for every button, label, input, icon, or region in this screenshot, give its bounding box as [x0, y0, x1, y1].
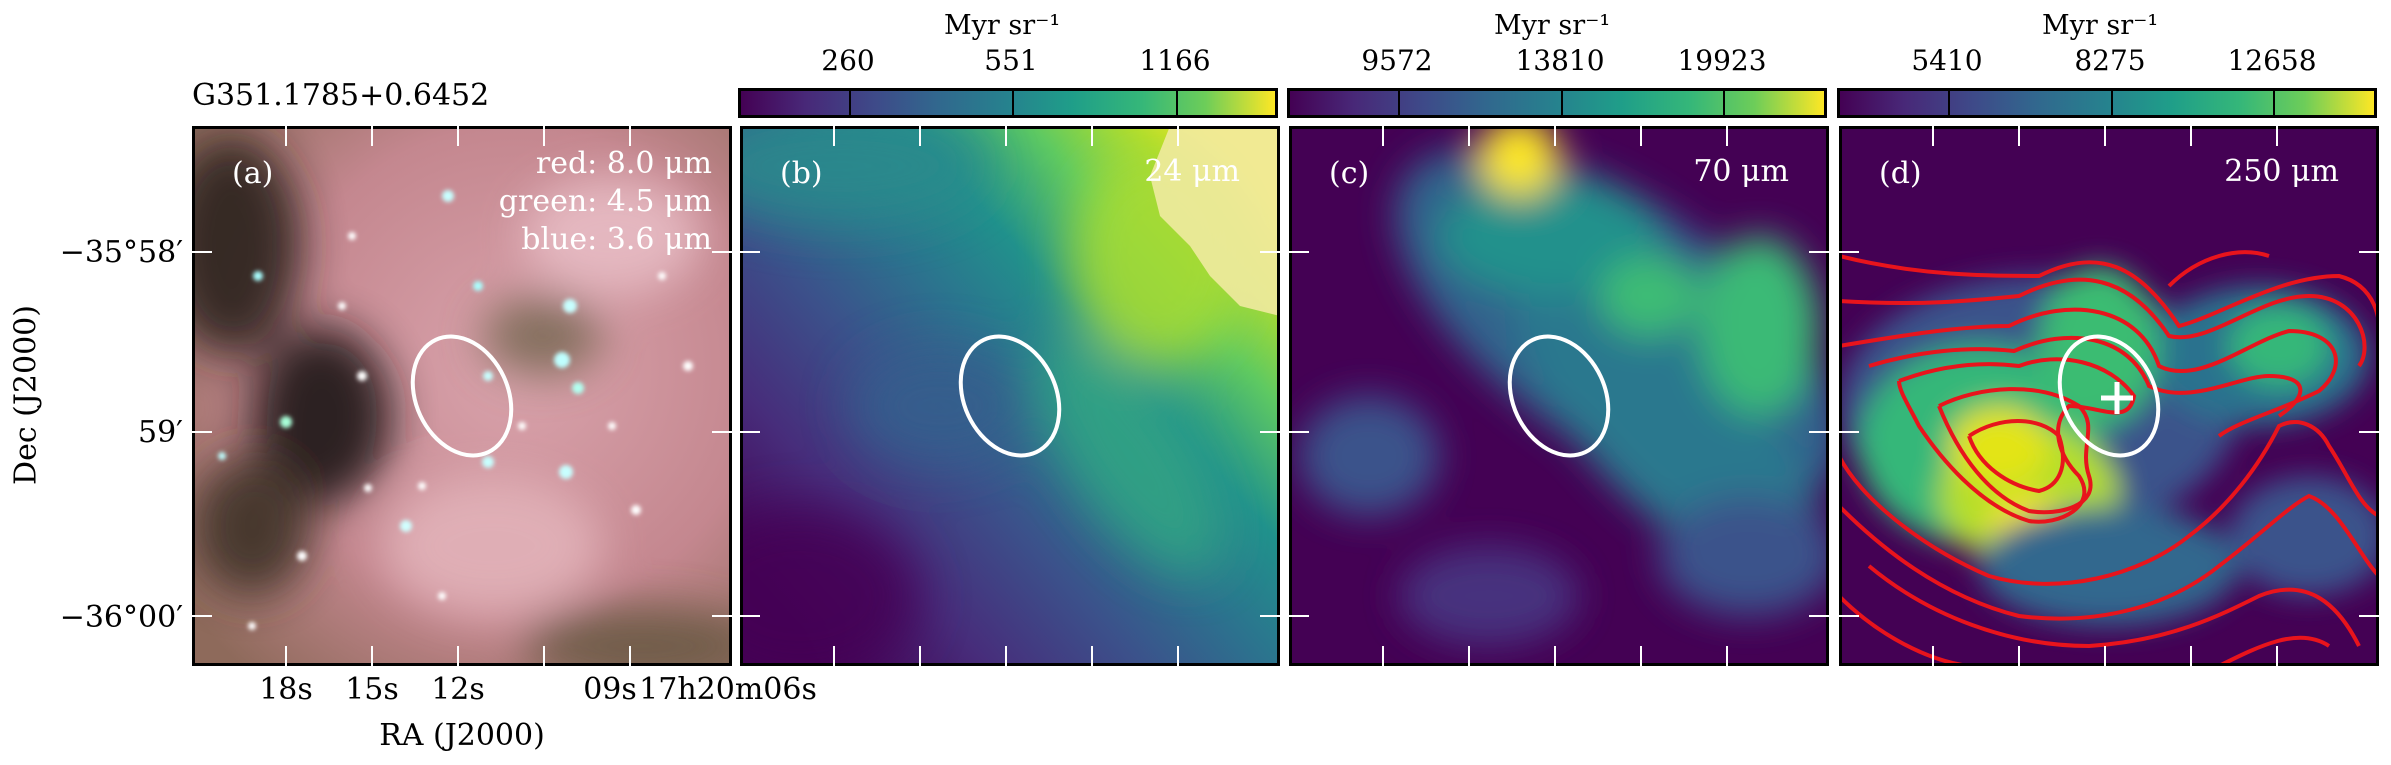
y-axis-label: Dec (J2000): [8, 305, 44, 485]
panel-b-canvas: [740, 126, 1280, 666]
panel-a-label: (a): [232, 156, 274, 191]
colorbar-b: [738, 88, 1278, 118]
panel-d-250um-image: (d) 250 μm: [1839, 126, 2379, 666]
panel-a-band-blue: blue: 3.6 μm: [521, 222, 712, 257]
panel-b-wavelength: 24 μm: [1144, 154, 1240, 189]
panel-b-ellipse: [958, 334, 1062, 458]
panel-b-24um-image: (b) 24 μm: [740, 126, 1280, 666]
panel-b-label: (b): [780, 156, 823, 191]
panel-d-canvas: [1839, 126, 2379, 666]
panel-c-wavelength: 70 μm: [1693, 154, 1789, 189]
colorbar-b-tick-3: 1166: [1139, 44, 1211, 77]
x-axis-label: RA (J2000): [379, 718, 545, 753]
x-tick-4: 09s: [583, 672, 637, 707]
colorbar-c: [1287, 88, 1827, 118]
colorbar-c-tick-3: 19923: [1677, 44, 1767, 77]
panel-d-label: (d): [1879, 156, 1922, 191]
colorbar-d-unit: Myr sr⁻¹: [2042, 10, 2159, 41]
y-tick-3: −36°00′: [59, 600, 183, 635]
panel-c-label: (c): [1329, 156, 1370, 191]
panel-a-ellipse: [410, 334, 514, 458]
x-tick-1: 18s: [259, 672, 313, 707]
panel-a-rgb-image: (a) red: 8.0 μm green: 4.5 μm blue: 3.6 …: [192, 126, 732, 666]
colorbar-c-tick-1: 9572: [1361, 44, 1433, 77]
panel-c-canvas: [1289, 126, 1829, 666]
panel-a-band-green: green: 4.5 μm: [498, 184, 712, 219]
y-tick-1: −35°58′: [59, 235, 183, 270]
panel-d-ellipse: [2057, 334, 2161, 458]
x-tick-5: 17h20m06s: [639, 672, 817, 707]
panel-c-70um-image: (c) 70 μm: [1289, 126, 1829, 666]
colorbar-d-tick-2: 8275: [2074, 44, 2146, 77]
y-tick-2: 59′: [138, 415, 183, 450]
colorbar-d-tick-3: 12658: [2227, 44, 2317, 77]
colorbar-b-tick-1: 260: [821, 44, 875, 77]
colorbar-d-tick-1: 5410: [1911, 44, 1983, 77]
panel-c-ellipse: [1507, 334, 1611, 458]
colorbar-c-unit: Myr sr⁻¹: [1494, 10, 1611, 41]
x-tick-2: 15s: [345, 672, 399, 707]
colorbar-b-tick-2: 551: [984, 44, 1038, 77]
panel-d-contours: [1839, 250, 2379, 666]
panel-a-canvas: [192, 126, 732, 666]
colorbar-c-tick-2: 13810: [1515, 44, 1605, 77]
colorbar-d: [1837, 88, 2377, 118]
colorbar-b-unit: Myr sr⁻¹: [944, 10, 1061, 41]
source-title: G351.1785+0.6452: [192, 78, 490, 113]
panel-d-wavelength: 250 μm: [2224, 154, 2339, 189]
x-tick-3: 12s: [431, 672, 485, 707]
panel-d-cross-marker: [2101, 382, 2133, 414]
panel-a-band-red: red: 8.0 μm: [535, 146, 712, 181]
